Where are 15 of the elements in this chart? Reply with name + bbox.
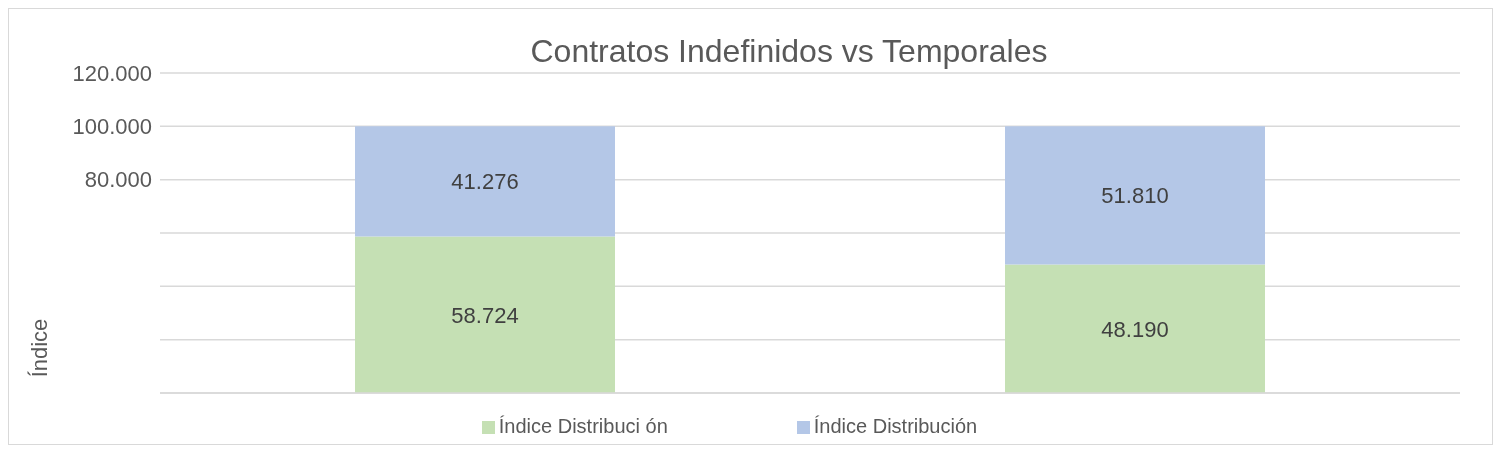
y-tick-label: 100.000: [72, 114, 152, 140]
legend-label: Índice Distribuci ón: [498, 415, 668, 437]
bar: [355, 236, 615, 393]
bar: [1005, 126, 1265, 265]
chart-title: Contratos Indefinidos vs Temporales: [530, 33, 1048, 69]
data-label: 41.276: [451, 168, 519, 194]
data-label: 48.190: [1101, 316, 1169, 342]
y-tick-label: 80.000: [84, 167, 152, 193]
legend-label: Índice Distribución: [813, 415, 978, 437]
y-axis-title: Índice: [26, 318, 52, 378]
y-tick-label: 120.000: [72, 60, 152, 86]
data-label: 58.724: [451, 302, 519, 328]
data-label: 51.810: [1101, 182, 1169, 208]
bar: [1005, 264, 1265, 393]
bar: [355, 126, 615, 237]
